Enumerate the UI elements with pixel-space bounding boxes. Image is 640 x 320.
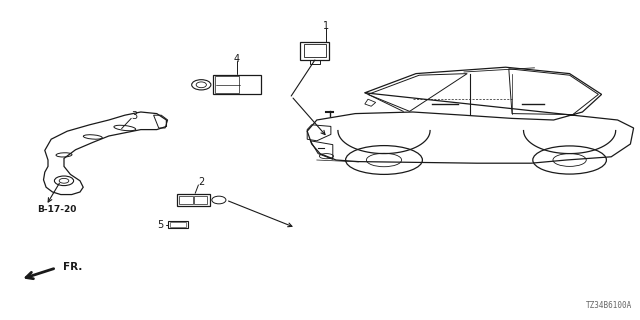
Bar (170, 222, 186, 227)
Bar (194, 196, 207, 204)
Bar (301, 42, 329, 60)
Text: 1: 1 (323, 20, 330, 31)
Bar (304, 44, 326, 57)
Bar (310, 60, 320, 64)
Text: 3: 3 (131, 111, 138, 121)
Bar (212, 75, 261, 94)
Bar (179, 196, 193, 204)
Bar (215, 76, 239, 93)
Bar (177, 194, 210, 206)
Text: 2: 2 (198, 177, 204, 188)
Text: 5: 5 (157, 220, 163, 230)
Text: TZ34B6100A: TZ34B6100A (586, 301, 632, 310)
Text: 4: 4 (234, 54, 240, 64)
Text: B-17-20: B-17-20 (37, 205, 77, 214)
Text: FR.: FR. (63, 262, 82, 272)
Bar (168, 221, 188, 228)
